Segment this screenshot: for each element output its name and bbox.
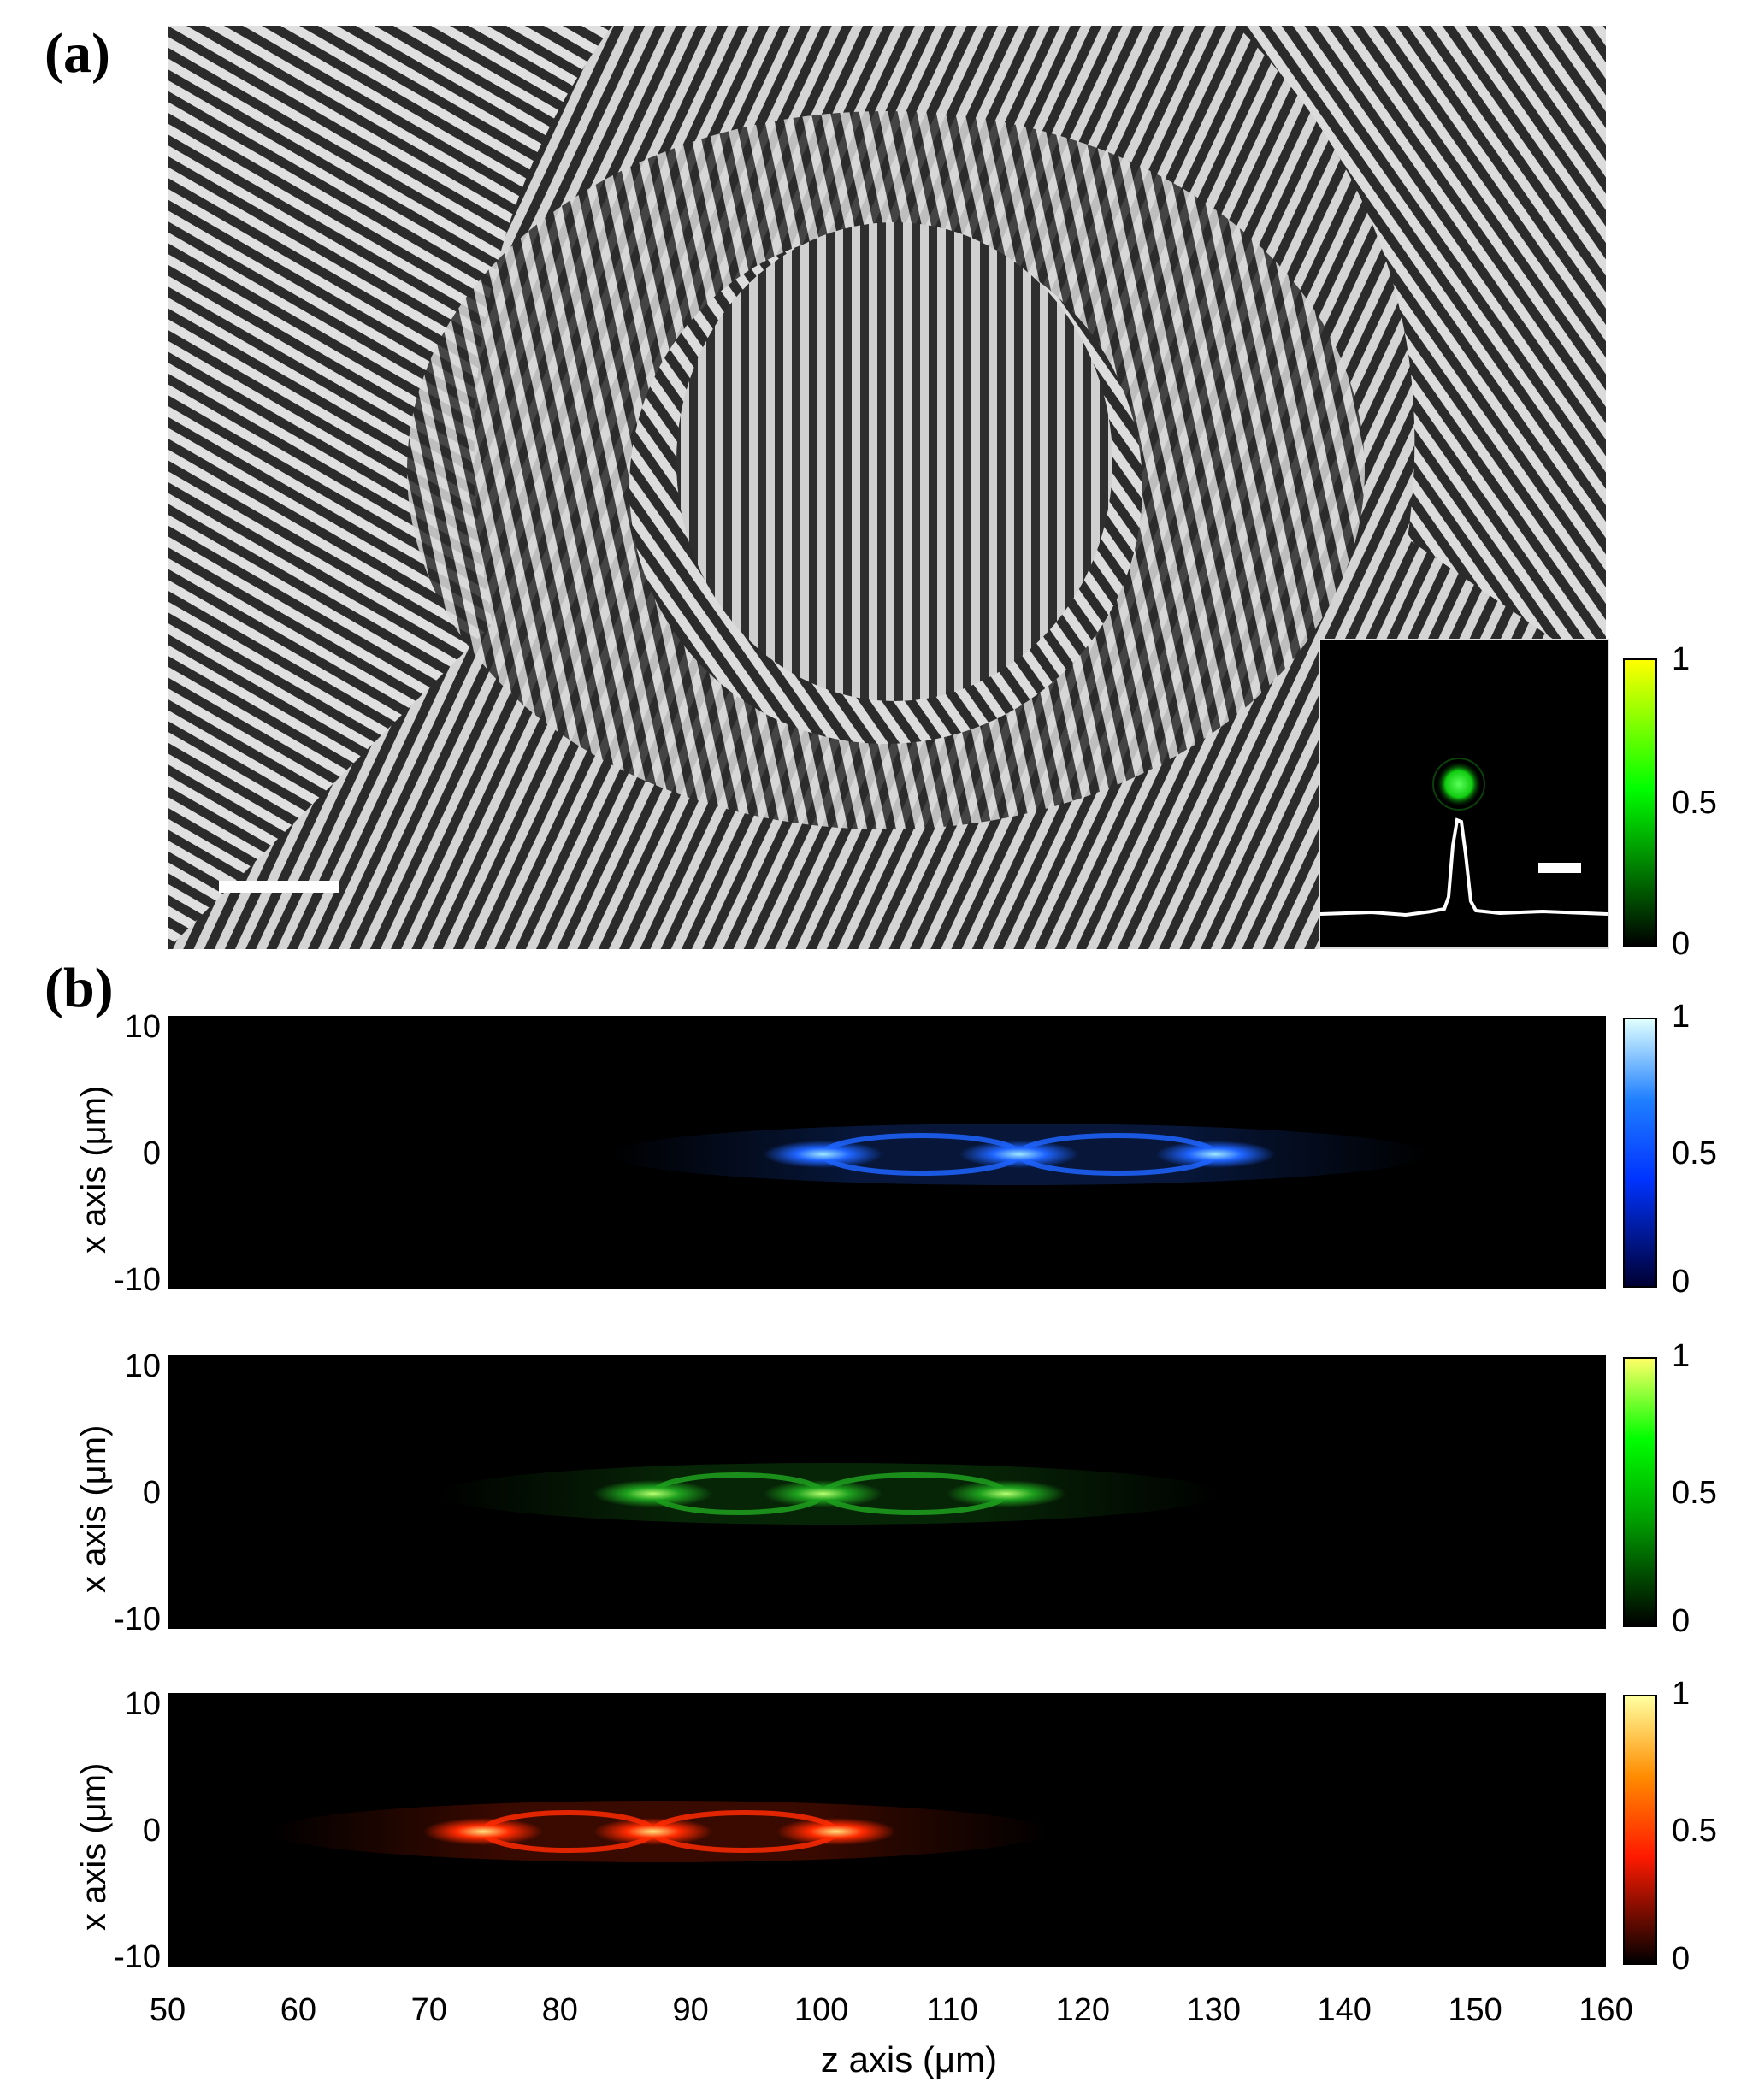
x-tick: 160 (1579, 1992, 1633, 2028)
y-tick: 10 (124, 1348, 161, 1384)
colorbar-tick: 0 (1672, 1264, 1691, 1300)
scale-bar (219, 881, 339, 893)
y-tick: -10 (114, 1262, 161, 1298)
colorbar-tick: 0.5 (1672, 1813, 1717, 1849)
field-plot-green (168, 1355, 1606, 1629)
y-tick: 0 (142, 1475, 161, 1511)
y-tick: 0 (142, 1136, 161, 1171)
y-axis-label: x axis (μm) (75, 1762, 113, 1931)
x-tick: 150 (1448, 1992, 1502, 2028)
focal-spot-green (763, 1480, 883, 1507)
focal-spot-green (946, 1480, 1066, 1507)
x-tick: 50 (149, 1992, 186, 2028)
x-tick: 70 (410, 1992, 447, 2028)
x-tick: 80 (541, 1992, 578, 2028)
colorbar-tick: 0.5 (1672, 1475, 1717, 1511)
intensity-profile (1319, 817, 1608, 917)
colorbar-tick: 1 (1672, 999, 1691, 1035)
y-tick: -10 (114, 1602, 161, 1637)
focal-spot-blue (1155, 1141, 1276, 1168)
x-tick: 130 (1186, 1992, 1241, 2028)
focal-spot-blue (959, 1141, 1079, 1168)
x-tick: 60 (280, 1992, 317, 2028)
colorbar-tick: 1 (1672, 1338, 1691, 1374)
colorbar-green (1623, 1357, 1657, 1627)
x-tick: 140 (1317, 1992, 1372, 2028)
x-axis-label: z axis (μm) (820, 2039, 998, 2079)
y-axis-label: x axis (μm) (75, 1425, 113, 1593)
x-tick: 100 (794, 1992, 849, 2028)
y-tick: 0 (142, 1813, 161, 1849)
colorbar-tick: 0 (1672, 1603, 1691, 1639)
focal-spot-blue (763, 1141, 883, 1168)
cbar-a-tick-bottom: 0 (1672, 926, 1691, 962)
x-tick: 90 (672, 1992, 709, 2028)
panel-a-label: (a) (44, 22, 110, 85)
cbar-a-tick-mid: 0.5 (1672, 785, 1717, 821)
cbar-a-tick-top: 1 (1672, 641, 1691, 677)
colorbar-tick: 0.5 (1672, 1136, 1717, 1171)
fingerprint-micrograph (168, 26, 1606, 949)
colorbar-red (1623, 1695, 1657, 1965)
focal-spot (1437, 762, 1481, 806)
panel-b-label: (b) (44, 957, 114, 1019)
inset-scale-bar (1538, 863, 1581, 873)
colorbar-a (1623, 658, 1657, 947)
field-plot-red (168, 1693, 1606, 1967)
x-tick: 120 (1055, 1992, 1111, 2028)
focal-spot-red (422, 1818, 543, 1845)
colorbar-blue (1623, 1018, 1657, 1288)
colorbar-tick: 0 (1672, 1941, 1691, 1977)
y-tick: 10 (124, 1686, 161, 1722)
x-tick: 110 (926, 1992, 978, 2028)
field-plot-blue (168, 1016, 1606, 1289)
y-tick: -10 (114, 1939, 161, 1975)
focal-spot-red (776, 1818, 896, 1845)
y-axis-label: x axis (μm) (75, 1085, 113, 1254)
y-tick: 10 (124, 1009, 161, 1045)
colorbar-tick: 1 (1672, 1676, 1691, 1712)
focal-spot-red (593, 1818, 713, 1845)
focal-spot-inset (1319, 639, 1609, 949)
focal-spot-green (593, 1480, 713, 1507)
